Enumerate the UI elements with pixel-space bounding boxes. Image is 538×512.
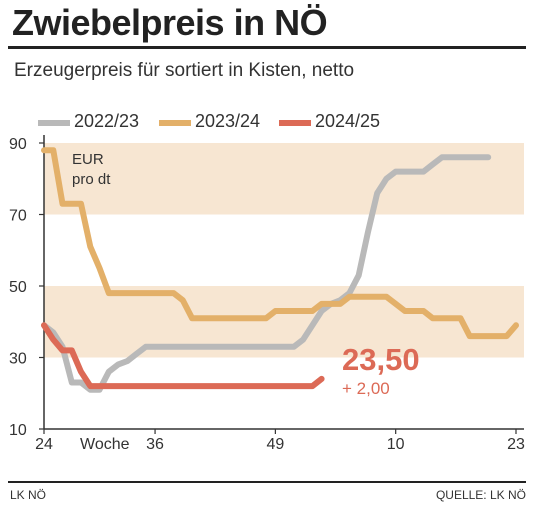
y-tick-label-50: 50 <box>9 279 27 296</box>
legend-swatch-2022-23 <box>38 120 70 126</box>
legend-swatch-2024-25 <box>279 120 311 126</box>
x-tick-label-49: 49 <box>266 436 284 453</box>
y-tick-label-70: 70 <box>9 208 27 225</box>
x-tick-label-23: 23 <box>507 436 525 453</box>
shaded-band-1 <box>44 143 524 215</box>
title-rule <box>8 46 526 49</box>
shaded-bands <box>44 143 524 358</box>
annotation-change: + 2,00 <box>342 379 390 398</box>
unit-label-line2: pro dt <box>72 171 111 188</box>
series-line-2024-25 <box>41 322 325 390</box>
y-tick-label-90: 90 <box>9 136 27 153</box>
y-tick-label-10: 10 <box>9 422 27 439</box>
chart-subtitle: Erzeugerpreis für sortiert in Kisten, ne… <box>14 60 355 81</box>
footer-source: QUELLE: LK NÖ <box>435 488 526 502</box>
footer-credit: LK NÖ <box>10 488 47 502</box>
axes <box>39 135 524 434</box>
legend-label-2024-25: 2024/25 <box>315 111 381 131</box>
y-tick-label-30: 30 <box>9 351 27 368</box>
x-tick-label-24: 24 <box>35 436 53 453</box>
series-line-2023-24 <box>41 147 519 340</box>
footer-rule <box>8 481 526 483</box>
series-line-2022-23 <box>41 154 492 393</box>
legend-label-2022-23: 2022/23 <box>74 111 140 131</box>
x-axis-label: Woche <box>80 436 130 453</box>
series-lines <box>41 147 519 393</box>
x-tick-label-36: 36 <box>146 436 164 453</box>
legend-label-2023-24: 2023/24 <box>195 111 261 131</box>
chart-title: Zwiebelpreis in NÖ <box>12 2 328 43</box>
price-line-chart: 10 30 50 70 90 24 36 49 10 23 EUR pro dt Woche 23… <box>9 135 525 453</box>
unit-label-line1: EUR <box>72 151 104 168</box>
legend-swatch-2023-24 <box>159 120 191 126</box>
tick-labels: 10 30 50 70 90 24 36 49 10 23 <box>9 136 525 453</box>
annotation-value: 23,50 <box>342 342 420 377</box>
x-tick-label-10: 10 <box>387 436 405 453</box>
